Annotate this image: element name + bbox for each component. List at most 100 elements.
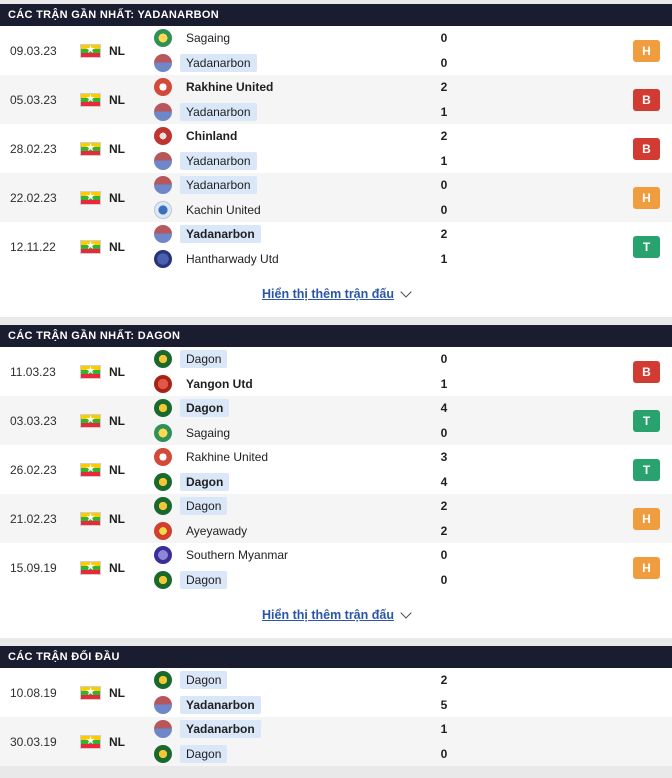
team-logo-icon	[154, 78, 172, 96]
section-header: CÁC TRẬN GẦN NHẤT: DAGON	[0, 325, 672, 347]
league: ★ NL	[80, 92, 154, 107]
team-name[interactable]: Rakhine United	[186, 450, 269, 464]
league-label: NL	[109, 685, 125, 700]
match-date: 09.03.23	[10, 43, 57, 58]
home-team-line: Yadanarbon 1	[154, 720, 456, 739]
team-name[interactable]: Dagon	[180, 497, 228, 515]
result-badge: H	[633, 39, 660, 62]
match-date: 28.02.23	[10, 141, 57, 156]
league-label: NL	[109, 734, 125, 749]
team-logo-icon	[154, 350, 172, 368]
team-name[interactable]: Rakhine United	[186, 80, 274, 94]
result-badge: H	[633, 507, 660, 530]
team-logo-icon	[154, 250, 172, 268]
match-date: 26.02.23	[10, 462, 57, 477]
result-badge: H	[633, 556, 660, 579]
match-date: 10.08.19	[10, 685, 57, 700]
team-name[interactable]: Dagon	[180, 571, 228, 589]
team-name[interactable]: Sagaing	[186, 426, 231, 440]
section-header: CÁC TRẬN GẦN NHẤT: YADANARBON	[0, 4, 672, 26]
team-logo-icon	[154, 127, 172, 145]
section-recent-dagon: CÁC TRẬN GẦN NHẤT: DAGON 11.03.23 ★ NL D…	[0, 325, 672, 638]
team-logo-icon	[154, 497, 172, 515]
team-score: 3	[440, 450, 448, 464]
team-name[interactable]: Dagon	[180, 350, 228, 368]
match-row: 05.03.23 ★ NL Rakhine United 2 Yadanarbo…	[0, 75, 672, 124]
teams: Sagaing 0 Yadanarbon 0	[154, 29, 456, 73]
team-score: 1	[440, 154, 448, 168]
team-name[interactable]: Dagon	[180, 745, 228, 763]
section-header: CÁC TRẬN ĐỐI ĐẦU	[0, 646, 672, 668]
away-team-line: Kachin United 0	[154, 201, 456, 220]
team-logo-icon	[154, 54, 172, 72]
team-name[interactable]: Yadanarbon	[180, 720, 261, 738]
teams: Dagon 2 Yadanarbon 5	[154, 671, 456, 715]
away-team-line: Sagaing 0	[154, 424, 456, 443]
league: ★ NL	[80, 511, 154, 526]
league-label: NL	[109, 190, 125, 205]
show-more-link[interactable]: Hiển thị thêm trận đấu	[0, 592, 672, 638]
match-row: 09.03.23 ★ NL Sagaing 0 Yadanarbon 0 H	[0, 26, 672, 75]
team-score: 0	[440, 573, 448, 587]
myanmar-flag-icon: ★	[80, 239, 101, 254]
team-name[interactable]: Southern Myanmar	[186, 548, 289, 562]
team-logo-icon	[154, 201, 172, 219]
team-name[interactable]: Hantharwady Utd	[186, 252, 279, 266]
teams: Yadanarbon 0 Kachin United 0	[154, 176, 456, 220]
team-logo-icon	[154, 546, 172, 564]
show-more-label[interactable]: Hiển thị thêm trận đấu	[262, 287, 394, 301]
team-name[interactable]: Dagon	[180, 473, 230, 491]
teams: Chinland 2 Yadanarbon 1	[154, 127, 456, 171]
team-name[interactable]: Ayeyawady	[186, 524, 248, 538]
home-team-line: Yadanarbon 0	[154, 176, 456, 195]
teams: Rakhine United 2 Yadanarbon 1	[154, 78, 456, 122]
team-logo-icon	[154, 152, 172, 170]
result-badge: B	[633, 360, 660, 383]
match-row: 12.11.22 ★ NL Yadanarbon 2 Hantharwady U…	[0, 222, 672, 271]
team-logo-icon	[154, 571, 172, 589]
league: ★ NL	[80, 685, 154, 700]
team-logo-icon	[154, 375, 172, 393]
myanmar-flag-icon: ★	[80, 734, 101, 749]
team-score: 0	[440, 548, 448, 562]
result: H	[456, 39, 672, 62]
team-name[interactable]: Dagon	[180, 399, 230, 417]
team-logo-icon	[154, 103, 172, 121]
show-more-label[interactable]: Hiển thị thêm trận đấu	[262, 608, 394, 622]
away-team-line: Ayeyawady 2	[154, 522, 456, 541]
team-logo-icon	[154, 473, 172, 491]
home-team-line: Rakhine United 2	[154, 78, 456, 97]
league-label: NL	[109, 141, 125, 156]
team-name[interactable]: Yadanarbon	[180, 696, 261, 714]
away-team-line: Dagon 0	[154, 745, 456, 764]
myanmar-flag-icon: ★	[80, 560, 101, 575]
teams: Yadanarbon 2 Hantharwady Utd 1	[154, 225, 456, 269]
team-name[interactable]: Yadanarbon	[180, 225, 261, 243]
team-logo-icon	[154, 448, 172, 466]
team-logo-icon	[154, 696, 172, 714]
match-row: 03.03.23 ★ NL Dagon 4 Sagaing 0 T	[0, 396, 672, 445]
team-name[interactable]: Sagaing	[186, 31, 231, 45]
team-logo-icon	[154, 522, 172, 540]
team-logo-icon	[154, 745, 172, 763]
team-name[interactable]: Yadanarbon	[180, 103, 257, 121]
league: ★ NL	[80, 734, 154, 749]
team-name[interactable]: Yadanarbon	[180, 176, 257, 194]
team-name[interactable]: Yadanarbon	[180, 152, 257, 170]
team-name[interactable]: Yangon Utd	[186, 377, 253, 391]
show-more-link[interactable]: Hiển thị thêm trận đấu	[0, 271, 672, 317]
league-label: NL	[109, 560, 125, 575]
league: ★ NL	[80, 462, 154, 477]
match-date: 11.03.23	[10, 364, 56, 379]
team-name[interactable]: Chinland	[186, 129, 238, 143]
match-row: 30.03.19 ★ NL Yadanarbon 1 Dagon 0	[0, 717, 672, 766]
team-name[interactable]: Yadanarbon	[180, 54, 257, 72]
team-score: 0	[440, 747, 448, 761]
team-score: 0	[440, 352, 448, 366]
team-name[interactable]: Dagon	[180, 671, 228, 689]
league: ★ NL	[80, 141, 154, 156]
result-badge: B	[633, 88, 660, 111]
team-name[interactable]: Kachin United	[186, 203, 261, 217]
myanmar-flag-icon: ★	[80, 462, 101, 477]
match-row: 28.02.23 ★ NL Chinland 2 Yadanarbon 1 B	[0, 124, 672, 173]
